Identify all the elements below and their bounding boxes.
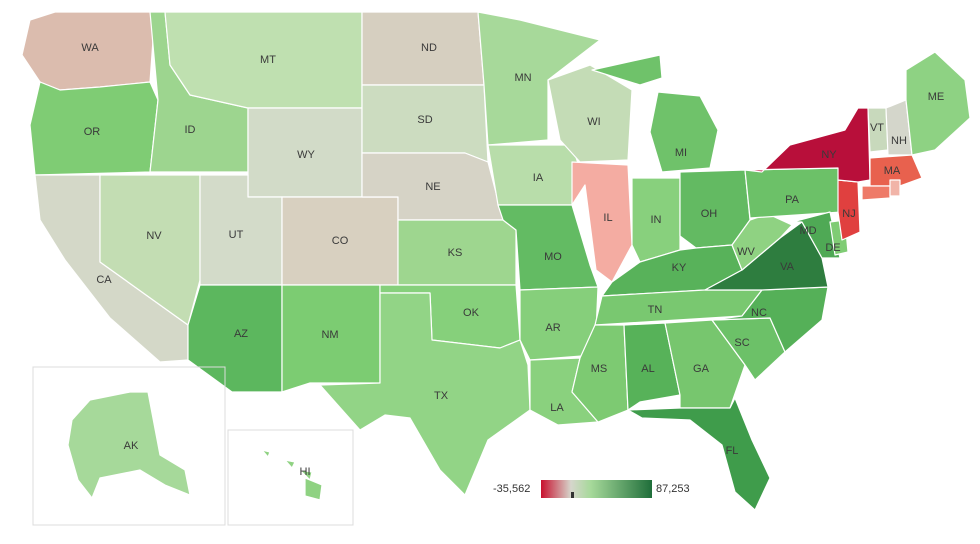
- label-ky: KY: [672, 262, 687, 274]
- label-nc: NC: [751, 307, 767, 319]
- label-mn: MN: [514, 72, 531, 84]
- label-az: AZ: [234, 328, 248, 340]
- label-nm: NM: [321, 329, 338, 341]
- state-il[interactable]: [571, 161, 633, 283]
- label-la: LA: [550, 402, 564, 414]
- label-de: DE: [825, 242, 840, 254]
- label-wy: WY: [297, 149, 315, 161]
- label-ms: MS: [591, 363, 608, 375]
- label-id: ID: [185, 124, 196, 136]
- state-me[interactable]: [905, 51, 971, 156]
- state-al[interactable]: [623, 322, 681, 411]
- legend-max-label: 87,253: [656, 483, 690, 495]
- state-md[interactable]: [791, 211, 841, 259]
- state-ct[interactable]: [861, 185, 891, 201]
- state-ks[interactable]: [397, 219, 517, 286]
- state-hi[interactable]: [261, 449, 323, 501]
- legend-zero-marker: [571, 492, 574, 498]
- label-ne: NE: [425, 181, 440, 193]
- label-mi: MI: [675, 147, 687, 159]
- label-tn: TN: [648, 304, 663, 316]
- label-nj: NJ: [842, 208, 855, 220]
- alaska-inset-frame: [32, 366, 226, 526]
- hawaii-inset-frame: [227, 429, 354, 526]
- label-ia: IA: [533, 172, 544, 184]
- state-tx[interactable]: [319, 292, 531, 496]
- label-or: OR: [84, 126, 101, 138]
- state-wv[interactable]: [731, 213, 793, 271]
- state-ri[interactable]: [889, 179, 901, 197]
- label-vt: VT: [870, 122, 884, 134]
- label-in: IN: [651, 214, 662, 226]
- state-ak[interactable]: [67, 391, 191, 499]
- label-hi: HI: [300, 466, 311, 478]
- label-ar: AR: [545, 322, 560, 334]
- label-ak: AK: [124, 440, 139, 452]
- label-oh: OH: [701, 208, 718, 220]
- label-al: AL: [641, 363, 654, 375]
- label-nv: NV: [146, 230, 162, 242]
- state-fl[interactable]: [627, 397, 771, 511]
- state-nv[interactable]: [99, 174, 201, 326]
- state-wi[interactable]: [547, 64, 633, 163]
- label-wi: WI: [587, 116, 600, 128]
- label-ny: NY: [821, 149, 837, 161]
- label-ok: OK: [463, 307, 480, 319]
- state-ma[interactable]: [869, 154, 923, 187]
- label-wv: WV: [737, 246, 755, 258]
- state-labels: WA OR CA ID NV MT WY UT AZ CO NM ND SD N…: [81, 42, 944, 478]
- label-ks: KS: [448, 247, 463, 259]
- state-nm[interactable]: [281, 284, 381, 393]
- label-pa: PA: [785, 194, 800, 206]
- legend-min-label: -35,562: [493, 483, 530, 495]
- label-md: MD: [799, 225, 816, 237]
- label-fl: FL: [726, 445, 739, 457]
- label-mt: MT: [260, 54, 276, 66]
- label-ut: UT: [229, 229, 244, 241]
- label-tx: TX: [434, 390, 449, 402]
- label-co: CO: [332, 235, 349, 247]
- label-ma: MA: [884, 165, 901, 177]
- label-wa: WA: [81, 42, 99, 54]
- label-va: VA: [780, 261, 795, 273]
- label-me: ME: [928, 91, 945, 103]
- state-ar[interactable]: [519, 286, 599, 361]
- legend-gradient-bar: [541, 480, 652, 498]
- label-ga: GA: [693, 363, 710, 375]
- label-mo: MO: [544, 251, 562, 263]
- label-nd: ND: [421, 42, 437, 54]
- label-sd: SD: [417, 114, 432, 126]
- state-mi[interactable]: [591, 54, 719, 173]
- label-il: IL: [603, 212, 612, 224]
- label-sc: SC: [734, 337, 749, 349]
- color-legend: -35,562 87,253: [493, 480, 690, 498]
- label-ca: CA: [96, 274, 112, 286]
- label-nh: NH: [891, 135, 907, 147]
- state-mn[interactable]: [477, 11, 601, 146]
